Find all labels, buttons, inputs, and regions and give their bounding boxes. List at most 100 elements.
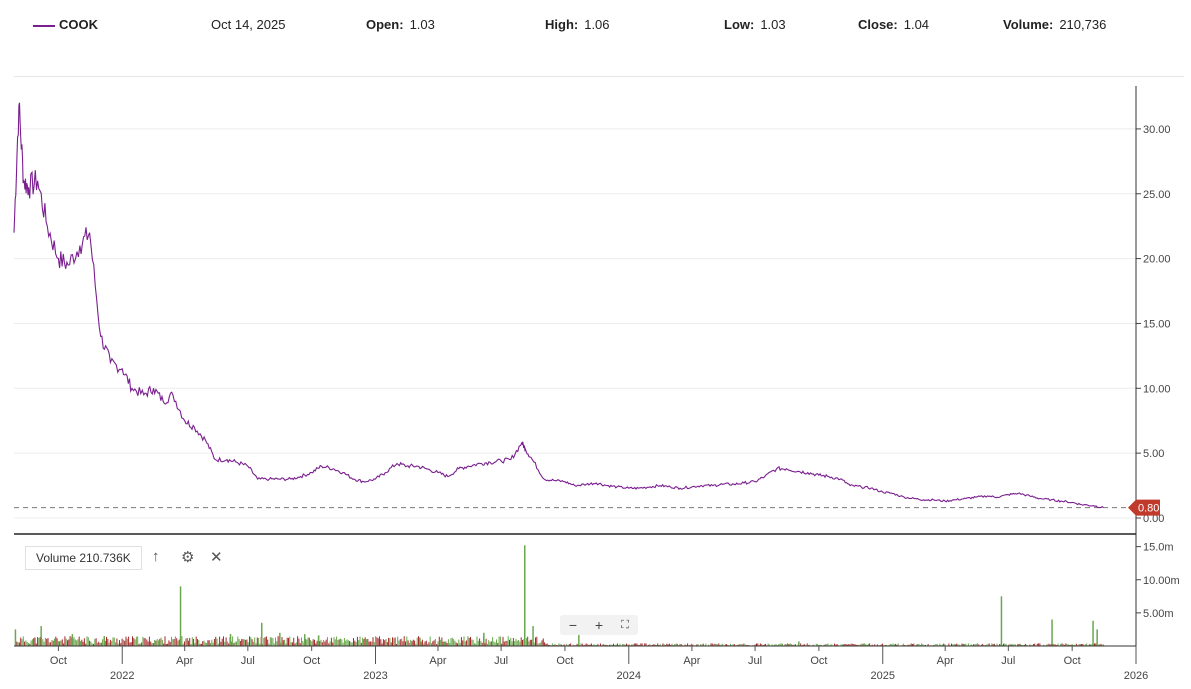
volume-bar bbox=[80, 641, 81, 646]
volume-readout: Volume: 210,736 bbox=[1003, 17, 1106, 32]
volume-bar bbox=[272, 638, 274, 646]
minus-icon[interactable]: − bbox=[568, 617, 578, 633]
volume-bar bbox=[1034, 643, 1036, 646]
volume-bar bbox=[341, 639, 343, 646]
volume-bar bbox=[291, 642, 293, 646]
volume-bar bbox=[891, 644, 893, 646]
volume-bar bbox=[147, 641, 149, 646]
volume-bar bbox=[978, 644, 980, 646]
volume-bar bbox=[826, 644, 828, 646]
volume-bar bbox=[501, 643, 503, 646]
plus-icon[interactable]: + bbox=[594, 617, 604, 633]
volume-bar bbox=[1078, 644, 1080, 646]
volume-bar bbox=[852, 643, 854, 646]
volume-bar bbox=[16, 641, 18, 646]
month-tick-label: Apr bbox=[683, 655, 700, 667]
volume-bar bbox=[39, 637, 41, 646]
volume-bar bbox=[447, 639, 449, 646]
volume-bar bbox=[927, 643, 929, 646]
volume-bar bbox=[628, 644, 630, 646]
last-price-badge bbox=[1128, 499, 1160, 516]
volume-bar bbox=[323, 640, 325, 646]
volume-bar bbox=[362, 637, 364, 646]
close-icon[interactable]: ✕ bbox=[210, 549, 223, 566]
volume-bar bbox=[299, 643, 301, 646]
volume-bar bbox=[901, 644, 903, 646]
volume-bar bbox=[249, 636, 250, 646]
month-tick-label: Jul bbox=[494, 655, 508, 667]
volume-spike-bar bbox=[304, 634, 306, 646]
volume-bar bbox=[918, 643, 920, 646]
volume-bar bbox=[330, 637, 332, 646]
volume-bar bbox=[1077, 644, 1079, 646]
volume-bar bbox=[168, 640, 170, 646]
volume-bar bbox=[1084, 644, 1086, 646]
volume-bar bbox=[932, 644, 934, 646]
volume-bar bbox=[827, 643, 829, 646]
volume-bar bbox=[171, 636, 172, 646]
volume-bar bbox=[307, 637, 309, 646]
volume-bar bbox=[588, 644, 590, 646]
volume-spike-bar bbox=[532, 626, 534, 646]
volume-bar bbox=[666, 643, 668, 646]
volume-bar bbox=[726, 644, 728, 646]
volume-bar bbox=[169, 641, 171, 646]
volume-bar bbox=[1061, 643, 1063, 646]
year-tick-label: 2022 bbox=[110, 670, 134, 682]
volume-bar bbox=[813, 644, 815, 646]
volume-bar bbox=[655, 644, 657, 646]
volume-bar bbox=[806, 643, 808, 646]
volume-bar bbox=[139, 643, 141, 646]
volume-bar bbox=[541, 640, 543, 646]
volume-bar bbox=[866, 644, 868, 646]
fullscreen-icon[interactable]: ⛶ bbox=[621, 619, 629, 631]
volume-bar bbox=[427, 643, 429, 646]
month-tick-label: Jul bbox=[241, 655, 255, 667]
volume-bar bbox=[730, 643, 731, 646]
volume-spike-bar bbox=[279, 632, 281, 647]
volume-bar bbox=[674, 644, 676, 646]
volume-bar bbox=[269, 637, 271, 646]
volume-bar bbox=[757, 643, 759, 646]
volume-bar bbox=[769, 644, 770, 646]
volume-bar bbox=[817, 644, 819, 646]
volume-bar bbox=[874, 644, 876, 646]
volume-bar bbox=[359, 636, 361, 646]
volume-bar bbox=[372, 637, 374, 646]
volume-bar bbox=[784, 644, 786, 646]
volume-bar bbox=[87, 637, 89, 646]
volume-bar bbox=[181, 636, 183, 646]
volume-bar bbox=[614, 644, 616, 646]
volume-bar bbox=[325, 639, 327, 646]
volume-bar bbox=[438, 636, 440, 646]
arrow-up-icon[interactable]: ↑ bbox=[152, 548, 160, 565]
volume-bar bbox=[804, 644, 806, 646]
volume-bar bbox=[684, 644, 686, 646]
volume-bar bbox=[489, 641, 491, 646]
volume-bar bbox=[308, 637, 310, 646]
volume-bar bbox=[156, 638, 158, 646]
volume-indicator-label[interactable]: Volume 210.736K bbox=[25, 546, 142, 570]
volume-bar bbox=[774, 644, 776, 646]
volume-bar bbox=[1057, 643, 1059, 646]
volume-bar bbox=[785, 644, 787, 646]
volume-bar bbox=[815, 643, 817, 646]
volume-bar bbox=[332, 642, 334, 646]
volume-bar bbox=[290, 642, 292, 646]
month-tick-label: Jul bbox=[1001, 655, 1015, 667]
volume-bar bbox=[276, 641, 278, 646]
volume-bar bbox=[1012, 644, 1014, 646]
volume-bar bbox=[869, 643, 871, 646]
volume-bar bbox=[871, 644, 873, 646]
volume-bar bbox=[917, 644, 919, 646]
volume-bar bbox=[460, 637, 462, 646]
volume-bar bbox=[782, 643, 783, 646]
gear-icon[interactable]: ⚙ bbox=[181, 549, 195, 566]
volume-bar bbox=[467, 636, 469, 646]
volume-bar bbox=[158, 640, 159, 646]
volume-bar bbox=[198, 640, 200, 646]
volume-bar bbox=[89, 640, 91, 646]
volume-bar bbox=[581, 643, 583, 646]
volume-bar bbox=[163, 643, 165, 646]
